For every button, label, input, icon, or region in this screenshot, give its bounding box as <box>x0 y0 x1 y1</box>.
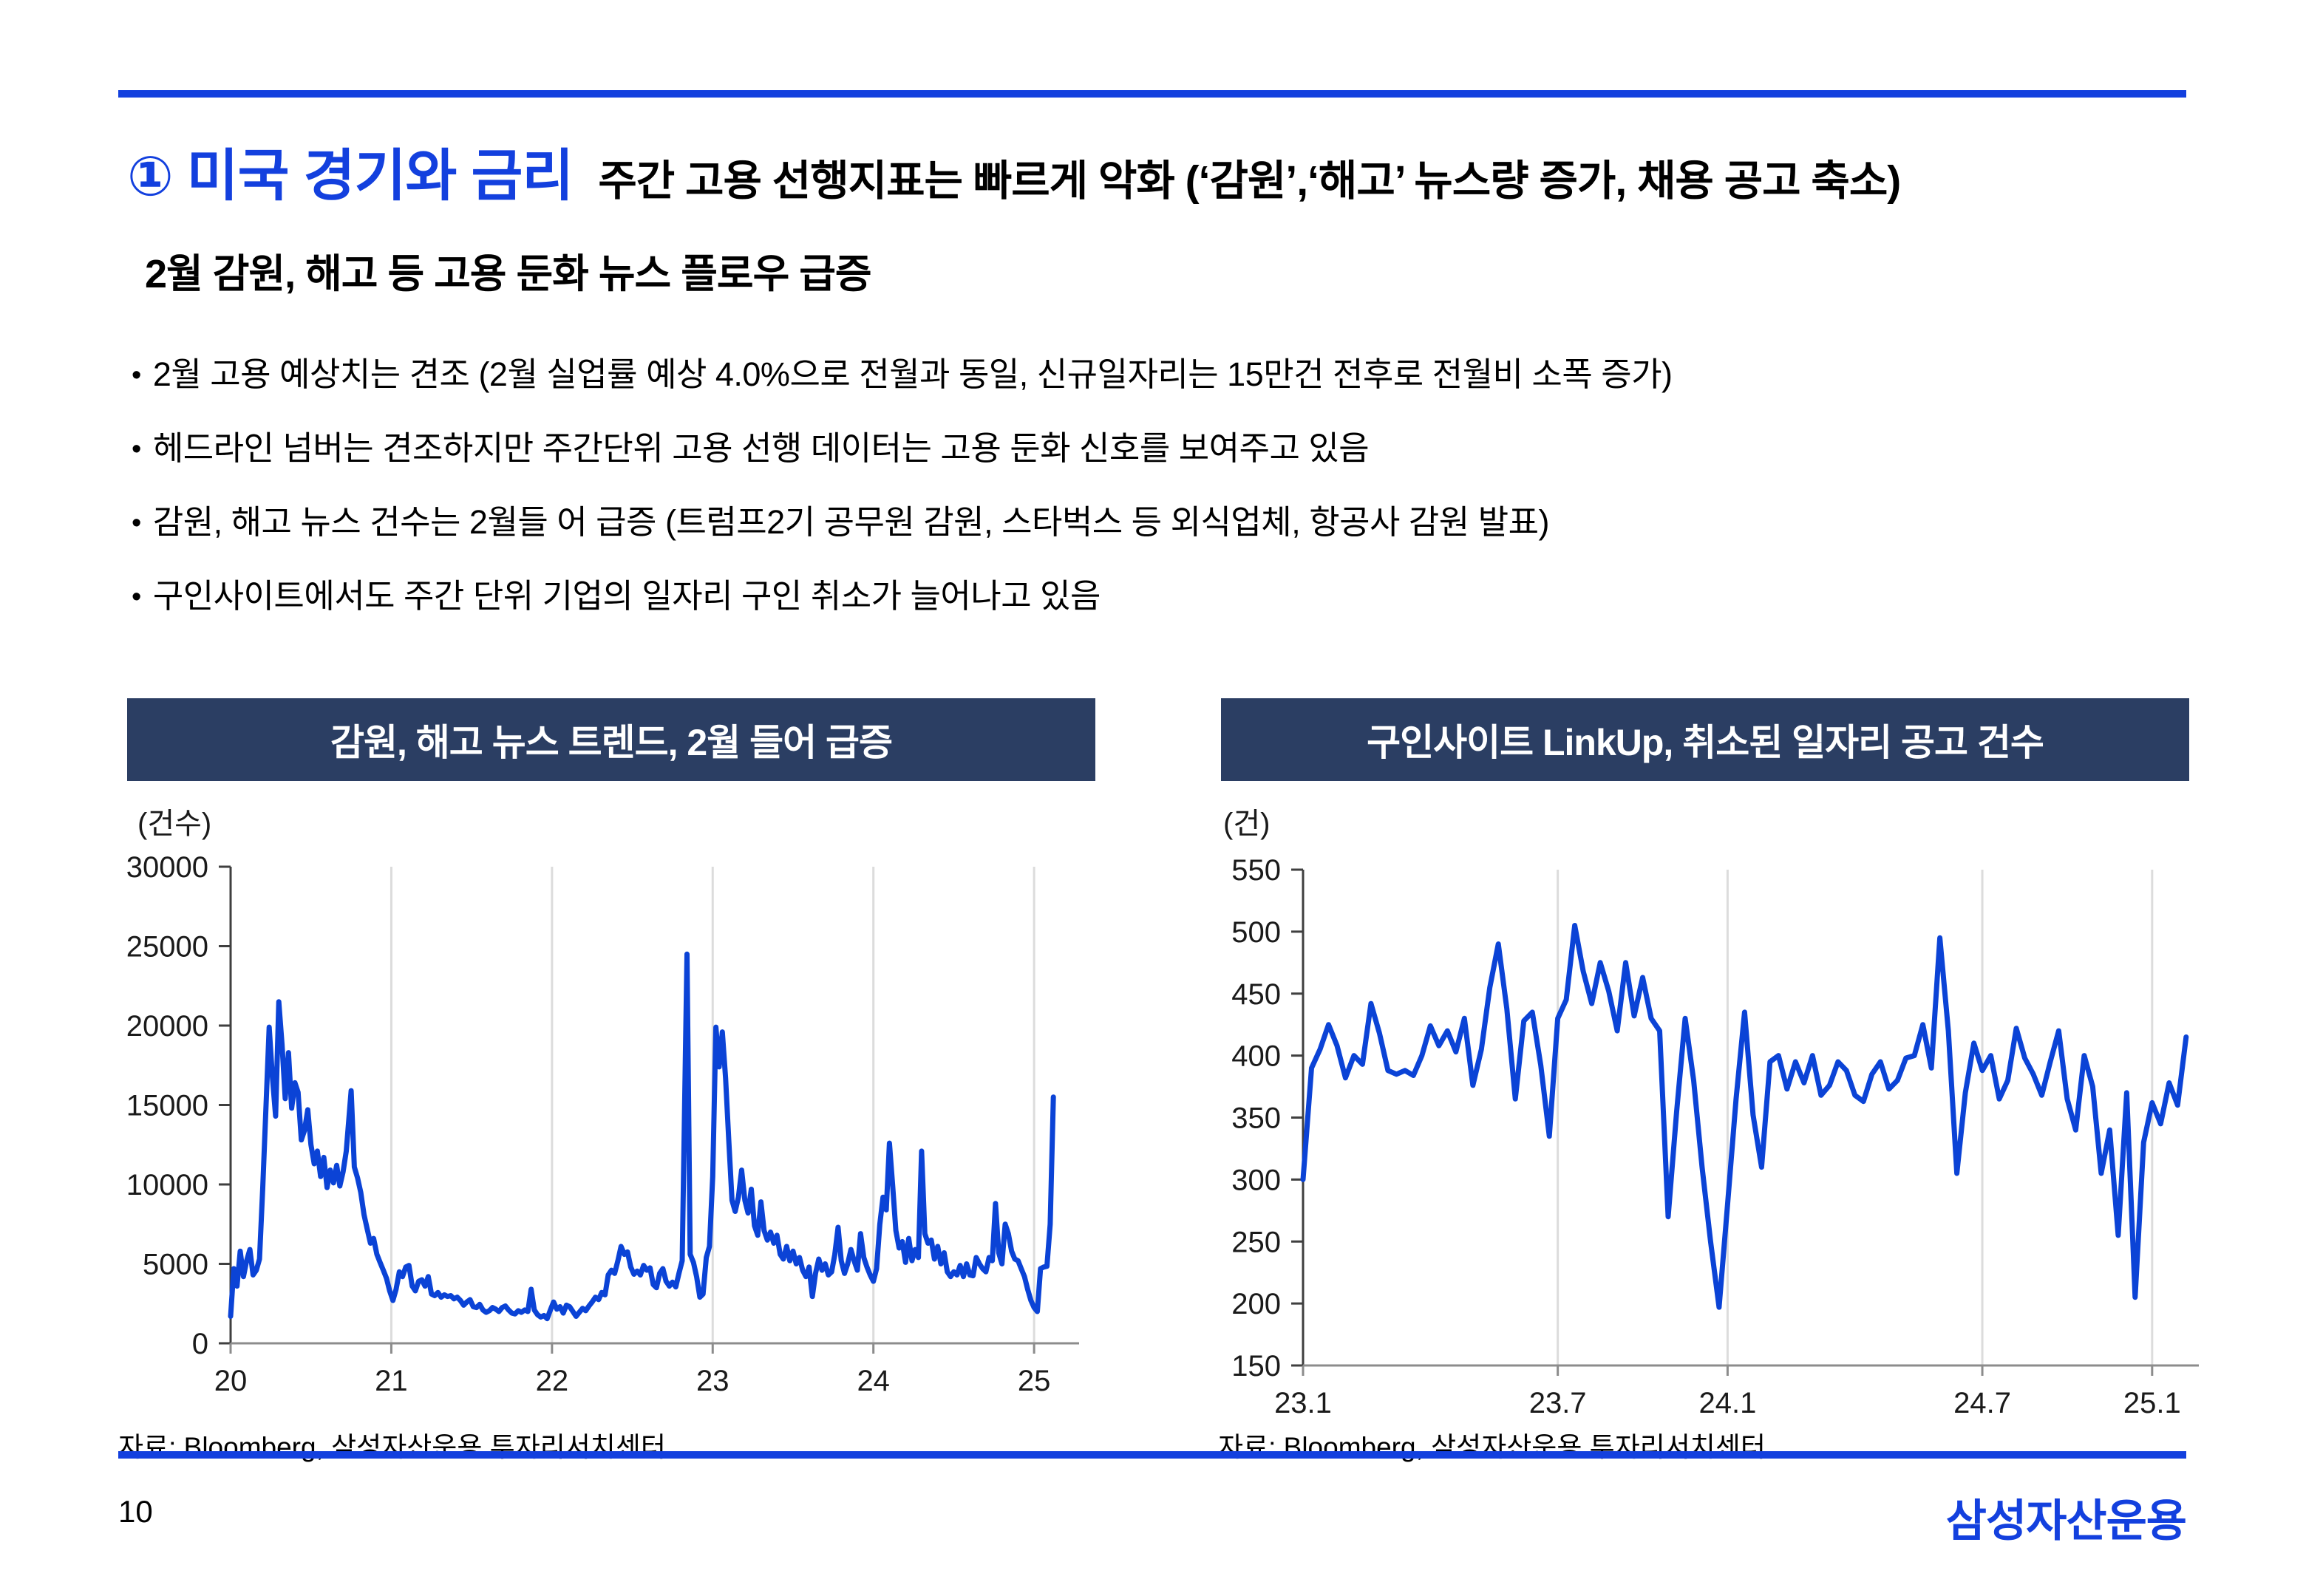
title-subtitle-text: 주간 고용 선행지표는 빠르게 악화 (‘감원’,‘해고’ 뉴스량 증가, 채용… <box>598 157 1901 205</box>
left-chart-title-bar: 감원, 해고 뉴스 트렌드, 2월 들어 급증 <box>127 698 1095 781</box>
title-number-badge: ① <box>127 146 174 207</box>
y-tick-label: 30000 <box>126 851 208 884</box>
page-title: ① 미국 경기와 금리 주간 고용 선행지표는 빠르게 악화 (‘감원’,‘해고… <box>127 130 1901 211</box>
bullet-item-2: • 헤드라인 넘버는 견조하지만 주간단위 고용 선행 데이터는 고용 둔화 신호… <box>132 421 1370 469</box>
y-tick-label: 15000 <box>126 1090 208 1122</box>
bullet-item-3: • 감원, 해고 뉴스 건수는 2월들 어 급증 (트럼프2기 공무원 감원, 스… <box>132 495 1549 543</box>
y-tick-label: 150 <box>1231 1350 1281 1382</box>
x-tick-label: 24.7 <box>1953 1387 2011 1419</box>
bullet-item-1: • 2월 고용 예상치는 견조 (2월 실업률 예상 4.0%으로 전월과 동일,… <box>132 347 1673 395</box>
x-tick-label: 25 <box>1018 1365 1051 1397</box>
y-tick-label: 400 <box>1231 1040 1281 1073</box>
x-tick-label: 23 <box>696 1365 729 1397</box>
x-tick-label: 23.1 <box>1274 1387 1332 1419</box>
y-tick-label: 300 <box>1231 1164 1281 1196</box>
bottom-divider-rule <box>118 1451 2186 1459</box>
left-chart-news-trend: 0 5000 10000 15000 20000 25000 30000 20 21 22 23 24… <box>126 851 1079 1397</box>
right-chart-title: 구인사이트 LinkUp, 취소된 일자리 공고 건수 <box>1367 722 2044 763</box>
y-tick-label: 25000 <box>126 931 208 964</box>
top-divider-rule <box>118 90 2186 98</box>
y-tick-label: 10000 <box>126 1169 208 1201</box>
title-text: 미국 경기와 금리 <box>186 145 574 208</box>
x-tick-label: 25.1 <box>2123 1387 2181 1419</box>
y-tick-label: 0 <box>192 1328 208 1360</box>
bullet-text: 구인사이트에서도 주간 단위 기업의 일자리 구인 취소가 늘어나고 있음 <box>152 577 1101 615</box>
bullet-text: 감원, 해고 뉴스 건수는 2월들 어 급증 (트럼프2기 공무원 감원, 스타… <box>152 503 1550 541</box>
right-chart-unit-label: (건) <box>1223 808 1271 840</box>
y-tick-label: 550 <box>1231 854 1281 887</box>
bullet-item-4: • 구인사이트에서도 주간 단위 기업의 일자리 구인 취소가 늘어나고 있음 <box>132 569 1101 617</box>
bullet-marker: • <box>132 360 141 391</box>
x-tick-label: 23.7 <box>1529 1387 1587 1419</box>
x-tick-label: 24.1 <box>1698 1387 1756 1419</box>
bullet-marker: • <box>132 434 141 465</box>
data-line-series <box>228 951 1056 1322</box>
bullet-marker: • <box>132 508 141 539</box>
y-tick-label: 450 <box>1231 978 1281 1011</box>
company-logo: 삼성자산운용 <box>1945 1496 2187 1546</box>
left-chart-title: 감원, 해고 뉴스 트렌드, 2월 들어 급증 <box>330 722 893 763</box>
bullet-text: 2월 고용 예상치는 견조 (2월 실업률 예상 4.0%으로 전월과 동일, … <box>152 355 1673 393</box>
y-tick-label: 250 <box>1231 1226 1281 1258</box>
x-tick-label: 22 <box>536 1365 569 1397</box>
bullet-marker: • <box>132 582 141 613</box>
y-tick-label: 20000 <box>126 1010 208 1043</box>
bullet-text: 헤드라인 넘버는 견조하지만 주간단위 고용 선행 데이터는 고용 둔화 신호를… <box>152 429 1370 467</box>
section-heading: 2월 감원, 해고 등 고용 둔화 뉴스 플로우 급증 <box>145 252 872 296</box>
x-tick-label: 24 <box>857 1365 890 1397</box>
y-tick-label: 350 <box>1231 1102 1281 1135</box>
x-tick-label: 21 <box>375 1365 408 1397</box>
y-tick-label: 5000 <box>143 1249 208 1281</box>
y-tick-label: 200 <box>1231 1288 1281 1320</box>
right-chart-linkup-cancellations: 150 200 250 300 350 400 450 500 550 23.1 23.7 24.1 2… <box>1231 854 2199 1419</box>
left-chart-unit-label: (건수) <box>137 808 212 840</box>
right-chart-title-bar: 구인사이트 LinkUp, 취소된 일자리 공고 건수 <box>1221 698 2189 781</box>
y-tick-label: 500 <box>1231 916 1281 949</box>
page-number: 10 <box>118 1494 153 1529</box>
data-line-series <box>1300 923 2189 1310</box>
x-tick-label: 20 <box>214 1365 248 1397</box>
